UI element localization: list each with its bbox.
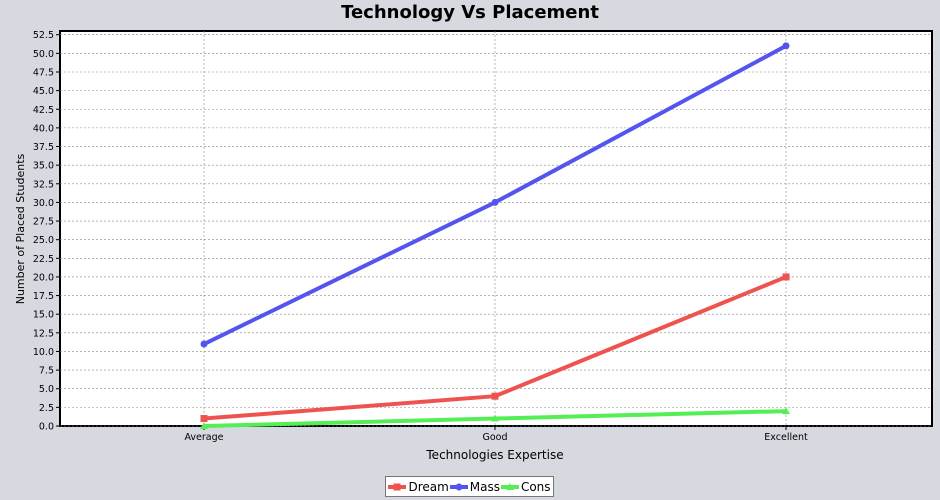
data-point-cons bbox=[491, 414, 499, 422]
chart-title: Technology Vs Placement bbox=[341, 2, 599, 23]
x-axis-label: Technologies Expertise bbox=[425, 448, 563, 462]
data-point-dream bbox=[200, 415, 208, 423]
plot-area bbox=[59, 30, 933, 427]
data-point-mass bbox=[200, 340, 208, 348]
legend-item-mass: Mass bbox=[449, 479, 500, 494]
x-tick-label: Average bbox=[184, 432, 223, 443]
legend-item-cons: Cons bbox=[500, 479, 551, 494]
legend-label-mass: Mass bbox=[469, 479, 500, 494]
y-tick-label: 47.5 bbox=[33, 67, 54, 78]
data-point-mass bbox=[491, 198, 499, 206]
x-tick-label: Excellent bbox=[764, 432, 808, 443]
legend-marker-dream bbox=[393, 483, 401, 490]
y-tick-label: 20.0 bbox=[33, 272, 54, 283]
y-tick-label: 2.5 bbox=[39, 403, 54, 414]
y-tick-label: 37.5 bbox=[33, 142, 54, 153]
data-point-cons bbox=[200, 422, 208, 429]
y-tick-label: 45.0 bbox=[33, 86, 54, 97]
y-tick-label: 10.0 bbox=[33, 347, 54, 358]
legend-swatch-mass bbox=[449, 483, 468, 490]
legend-label-cons: Cons bbox=[520, 479, 551, 494]
y-tick-label: 25.0 bbox=[33, 235, 54, 246]
series-mass bbox=[200, 42, 790, 348]
y-tick-label: 35.0 bbox=[33, 161, 54, 172]
series-lines bbox=[200, 42, 790, 429]
data-point-mass bbox=[782, 42, 790, 50]
y-tick-label: 52.5 bbox=[33, 30, 54, 41]
legend-swatch-cons bbox=[500, 482, 519, 490]
y-tick-label: 27.5 bbox=[33, 217, 54, 228]
x-axis-ticks: Average Good Excellent bbox=[184, 426, 808, 443]
y-tick-label: 50.0 bbox=[33, 49, 54, 60]
data-point-dream bbox=[782, 273, 790, 281]
y-tick-label: 17.5 bbox=[33, 291, 54, 302]
data-point-cons bbox=[782, 407, 790, 415]
y-tick-label: 7.5 bbox=[39, 366, 54, 377]
y-tick-label: 42.5 bbox=[33, 105, 54, 116]
legend-label-dream: Dream bbox=[408, 479, 449, 494]
y-tick-label: 0.0 bbox=[39, 422, 54, 433]
x-tick-label: Good bbox=[482, 432, 507, 443]
y-tick-label: 40.0 bbox=[33, 123, 54, 134]
series-cons bbox=[200, 407, 790, 429]
series-dream bbox=[200, 273, 790, 423]
y-tick-label: 22.5 bbox=[33, 254, 54, 265]
y-tick-label: 30.0 bbox=[33, 198, 54, 209]
y-tick-label: 15.0 bbox=[33, 310, 54, 321]
y-tick-label: 12.5 bbox=[33, 328, 54, 339]
y-tick-label: 32.5 bbox=[33, 179, 54, 190]
legend-item-dream: Dream bbox=[388, 479, 449, 494]
y-tick-label: 5.0 bbox=[39, 384, 54, 395]
y-axis-ticks: 0.0 2.5 5.0 7.5 10.0 12.5 15.0 17.5 20.0 22.5 25.0… bbox=[33, 30, 60, 433]
legend-marker-cons bbox=[505, 482, 514, 490]
y-axis-label: Number of Placed Students bbox=[14, 153, 27, 304]
legend-marker-mass bbox=[455, 483, 463, 490]
legend-swatch-dream bbox=[388, 483, 407, 490]
legend: Dream Mass Cons bbox=[385, 476, 554, 497]
data-point-dream bbox=[491, 392, 499, 400]
